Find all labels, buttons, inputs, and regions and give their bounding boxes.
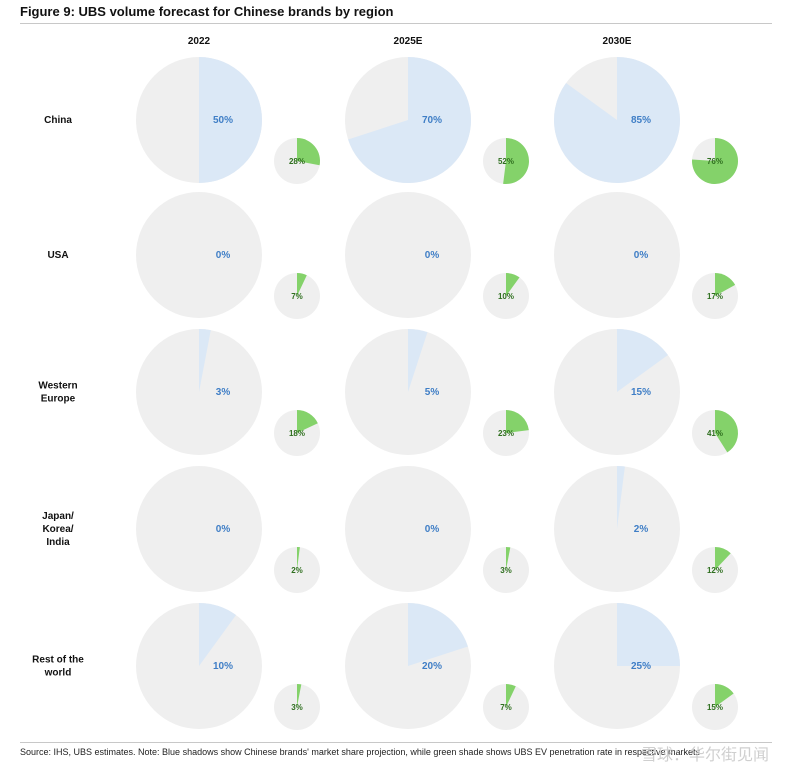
title-divider: [20, 23, 772, 24]
market-share-label-0-2: 85%: [631, 115, 651, 126]
ev-penetration-slice-3-0: [297, 546, 300, 570]
market-share-label-3-0: 0%: [216, 524, 231, 535]
market-share-label-4-1: 20%: [422, 661, 442, 672]
market-share-slice-2-2: [617, 329, 668, 392]
ev-penetration-label-2-0: 18%: [289, 429, 305, 438]
market-share-label-1-1: 0%: [425, 250, 440, 261]
row-label-1-line-0: USA: [47, 250, 68, 261]
ev-penetration-slice-4-1: [506, 684, 516, 707]
ev-penetration-slice-3-1: [506, 547, 511, 570]
ev-penetration-slice-2-1: [506, 410, 529, 433]
ev-penetration-label-0-2: 76%: [707, 157, 723, 166]
column-header-2025e: 2025E: [394, 36, 423, 47]
row-label-2-line-0: Western: [38, 381, 77, 392]
ev-penetration-slice-0-0: [297, 138, 320, 166]
ev-penetration-label-0-1: 52%: [498, 157, 514, 166]
ev-penetration-label-0-0: 28%: [289, 157, 305, 166]
row-label-3-line-2: India: [46, 537, 70, 548]
market-share-label-3-1: 0%: [425, 524, 440, 535]
market-share-label-4-0: 10%: [213, 661, 233, 672]
ev-penetration-label-3-1: 3%: [500, 566, 512, 575]
ev-penetration-label-4-1: 7%: [500, 703, 512, 712]
ev-penetration-label-4-0: 3%: [291, 703, 303, 712]
market-share-label-2-1: 5%: [425, 387, 440, 398]
market-share-pie-bg-1-0: [136, 192, 262, 318]
market-share-slice-2-1: [408, 328, 428, 392]
row-label-4-line-1: world: [44, 668, 72, 679]
market-share-pie-bg-1-1: [345, 192, 471, 318]
ev-penetration-label-1-2: 17%: [707, 292, 723, 301]
row-label-0-line-0: China: [44, 115, 72, 126]
ev-penetration-label-1-1: 10%: [498, 292, 514, 301]
ev-penetration-slice-3-2: [715, 547, 731, 570]
ev-penetration-label-3-2: 12%: [707, 566, 723, 575]
column-header-2030e: 2030E: [603, 36, 632, 47]
market-share-pie-bg-3-0: [136, 466, 262, 592]
footer-divider: [20, 742, 772, 743]
figure-title: Figure 9: UBS volume forecast for Chines…: [20, 4, 394, 19]
market-share-slice-4-2: [617, 603, 680, 666]
market-share-slice-4-1: [408, 603, 468, 666]
row-label-4-line-0: Rest of the: [32, 655, 84, 666]
ev-penetration-slice-4-0: [297, 684, 302, 707]
market-share-label-3-2: 2%: [634, 524, 649, 535]
ev-penetration-slice-1-1: [506, 273, 520, 296]
market-share-slice-4-0: [199, 603, 237, 666]
ev-penetration-label-3-0: 2%: [291, 566, 303, 575]
ev-penetration-slice-4-2: [715, 684, 734, 707]
row-label-2-line-1: Europe: [41, 394, 76, 405]
market-share-label-1-2: 0%: [634, 250, 649, 261]
ev-penetration-slice-0-2: [692, 138, 739, 184]
column-header-2022: 2022: [188, 36, 211, 47]
market-share-slice-2-0: [199, 329, 211, 392]
market-share-label-2-2: 15%: [631, 387, 651, 398]
ev-penetration-label-1-0: 7%: [291, 292, 303, 301]
ev-penetration-slice-2-2: [715, 410, 738, 453]
ev-penetration-label-4-2: 15%: [707, 703, 723, 712]
market-share-label-4-2: 25%: [631, 661, 651, 672]
row-label-3-line-0: Japan/: [42, 511, 74, 522]
row-label-3-line-1: Korea/: [42, 524, 73, 535]
source-note: Source: IHS, UBS estimates. Note: Blue s…: [20, 747, 701, 757]
market-share-slice-0-0: [199, 57, 262, 183]
ev-penetration-slice-1-0: [297, 273, 307, 296]
market-share-label-0-1: 70%: [422, 115, 442, 126]
ev-penetration-slice-1-2: [715, 273, 736, 296]
market-share-slice-0-1: [348, 57, 471, 184]
market-share-label-0-0: 50%: [213, 115, 233, 126]
ev-penetration-slice-2-0: [297, 410, 318, 433]
ev-penetration-label-2-2: 41%: [707, 429, 723, 438]
market-share-slice-3-2: [617, 466, 625, 529]
market-share-label-2-0: 3%: [216, 387, 231, 398]
ev-penetration-label-2-1: 23%: [498, 429, 514, 438]
ev-penetration-slice-0-1: [503, 138, 529, 184]
market-share-label-1-0: 0%: [216, 250, 231, 261]
watermark-text: 雪球：华尔街见闻: [640, 747, 769, 764]
market-share-pie-bg-3-1: [345, 466, 471, 592]
market-share-slice-0-2: [553, 57, 680, 183]
market-share-pie-bg-1-2: [554, 192, 680, 318]
